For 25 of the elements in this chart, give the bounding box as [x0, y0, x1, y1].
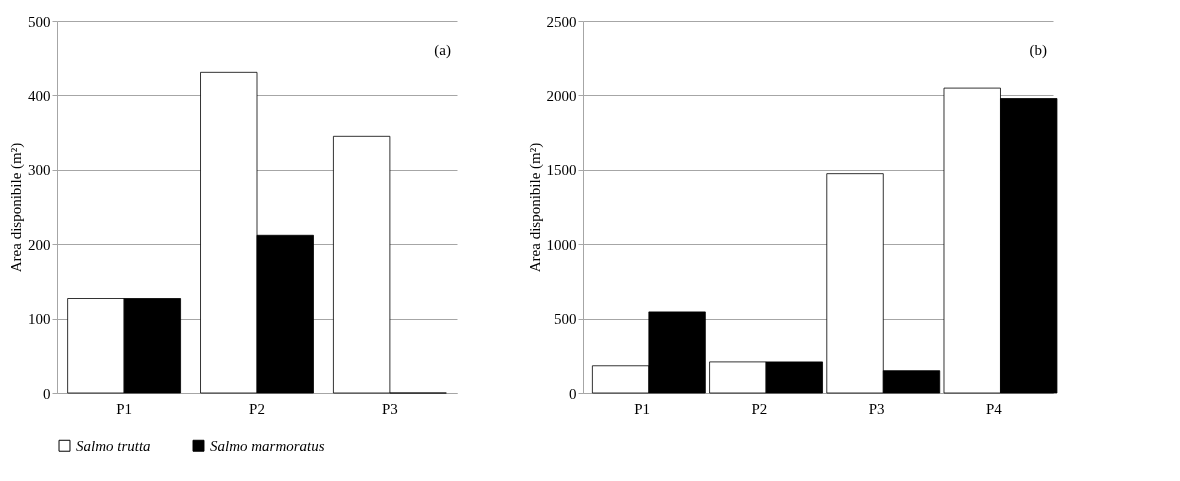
- x-tick-label: P3: [868, 400, 885, 417]
- x-tick-label: P1: [116, 400, 133, 417]
- y-tick-label: 200: [28, 236, 51, 253]
- x-tick-label: P1: [634, 400, 651, 417]
- annotation: (a): [434, 42, 451, 59]
- y-tick-label: 400: [28, 87, 51, 104]
- x-tick-label: P3: [381, 400, 398, 417]
- x-tick-label: P2: [751, 400, 768, 417]
- annotation: (b): [1029, 42, 1047, 59]
- y-tick-label: 2500: [546, 13, 577, 30]
- y-tick-label: 1500: [546, 162, 577, 179]
- x-tick-label: P4: [985, 400, 1003, 417]
- y-tick-label: 500: [28, 13, 51, 30]
- legend-label: Salmo marmoratus: [210, 437, 325, 454]
- y-tick-label: 0: [569, 385, 577, 402]
- y-tick-label: 2000: [546, 87, 577, 104]
- y-axis-title: Area disponibile (m²): [526, 142, 544, 273]
- x-tick-label: P2: [249, 400, 265, 417]
- y-tick-label: 0: [43, 385, 51, 402]
- y-tick-label: 1000: [546, 236, 577, 253]
- legend-label: Salmo trutta: [76, 437, 151, 454]
- y-axis-title: Area disponibile (m²): [8, 142, 25, 273]
- y-tick-label: 300: [28, 162, 51, 179]
- y-tick-label: 500: [554, 311, 577, 328]
- y-tick-label: 100: [28, 311, 51, 328]
